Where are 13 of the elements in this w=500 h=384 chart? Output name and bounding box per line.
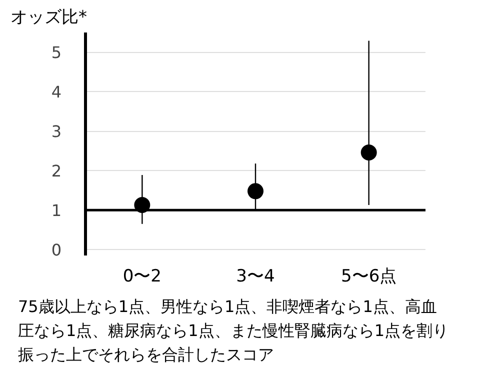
y-tick-label: 4 <box>51 82 62 102</box>
y-tick-label: 5 <box>51 43 62 62</box>
x-tick-label: 3〜4 <box>236 266 275 286</box>
x-tick-label: 5〜6点 <box>341 266 397 286</box>
point <box>248 183 264 200</box>
text: 75歳以上なら1点、男性なら1点、非喫煙者なら1点、高血圧なら1点、糖尿病なら1点、また慢性腎臓病なら1点を割り振った上でそれらを合計したスコア <box>18 296 450 366</box>
y-axis-title: オッズ比* <box>10 8 87 28</box>
y-tick-label: 3 <box>51 122 62 142</box>
point <box>360 144 377 160</box>
y-tick-label: 1 <box>51 201 62 220</box>
x-tick-label: 0〜2 <box>122 266 162 286</box>
y-tick-label: 0 <box>51 240 62 260</box>
y-tick-label: 2 <box>51 162 62 181</box>
